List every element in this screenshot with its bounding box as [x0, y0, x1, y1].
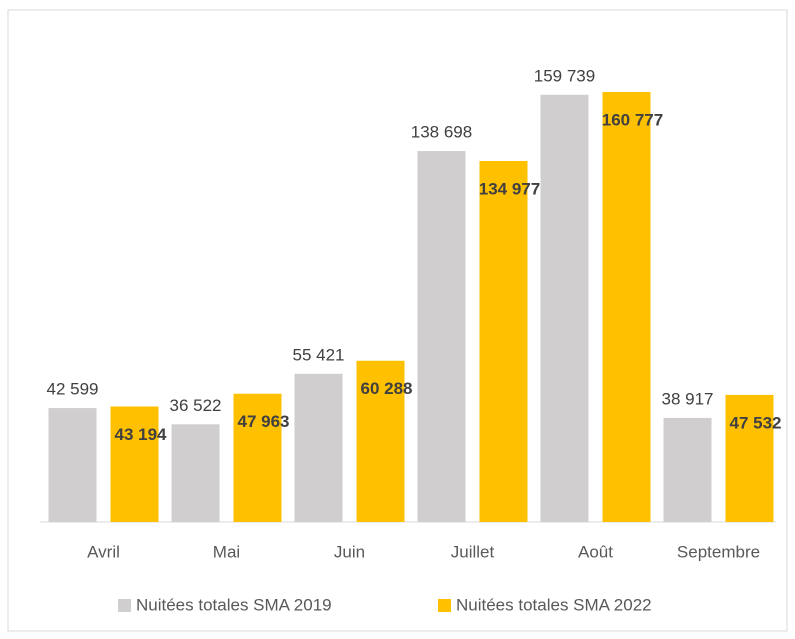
x-tick-label: Avril [87, 542, 120, 561]
data-label: 47 963 [238, 412, 290, 431]
legend-label: Nuitées totales SMA 2019 [136, 595, 332, 614]
bar [479, 161, 528, 522]
x-tick-label: Juin [334, 542, 365, 561]
legend-swatch [118, 599, 131, 612]
bar [540, 94, 589, 522]
x-tick-label: Mai [213, 542, 240, 561]
data-label: 47 532 [730, 413, 782, 432]
data-label: 36 522 [170, 396, 222, 415]
legend-label: Nuitées totales SMA 2022 [456, 595, 652, 614]
bar [663, 417, 712, 522]
data-label: 134 977 [479, 179, 540, 198]
data-label: 160 777 [602, 110, 663, 129]
x-tick-label: Août [578, 542, 613, 561]
data-label: 38 917 [662, 389, 714, 408]
bar [417, 151, 466, 523]
data-label: 138 698 [411, 123, 472, 142]
legend-swatch [438, 599, 451, 612]
chart-frame [7, 9, 788, 632]
x-tick-label: Septembre [677, 542, 760, 561]
data-label: 159 739 [534, 66, 595, 85]
bar [725, 394, 774, 522]
bar [294, 373, 343, 522]
data-label: 42 599 [47, 380, 99, 399]
data-label: 43 194 [115, 425, 168, 444]
bar [48, 408, 97, 522]
bar [356, 360, 405, 522]
bar [602, 92, 651, 522]
bar [233, 393, 282, 522]
data-label: 55 421 [293, 345, 345, 364]
bar [110, 406, 159, 522]
data-label: 60 288 [361, 379, 413, 398]
x-tick-label: Juillet [451, 542, 495, 561]
bar [171, 424, 220, 522]
